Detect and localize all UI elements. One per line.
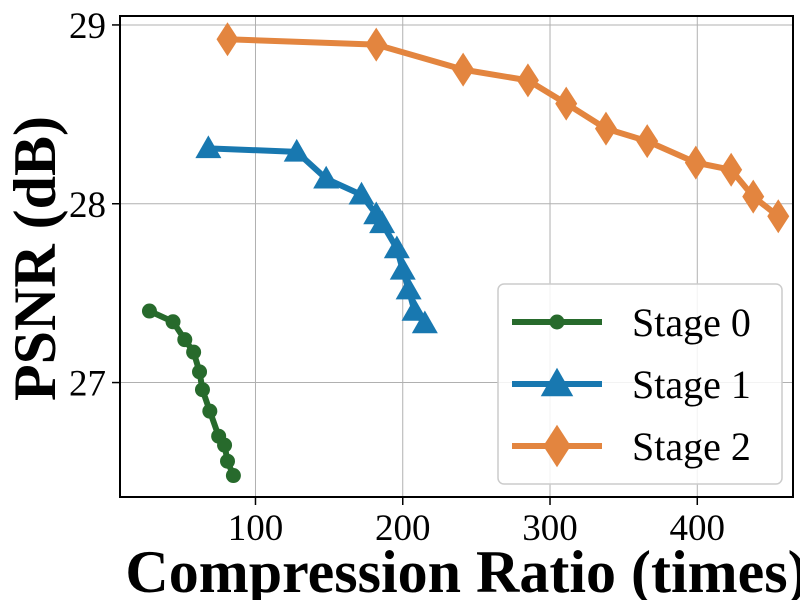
diamond-point bbox=[594, 111, 617, 146]
legend: Stage 0 Stage 1 Stage 2 bbox=[497, 283, 783, 485]
triangle-point bbox=[313, 165, 340, 189]
triangle-point bbox=[389, 256, 416, 280]
circle-point bbox=[165, 314, 181, 330]
series-stage-1 bbox=[195, 135, 438, 334]
triangle-point bbox=[411, 310, 438, 334]
diamond-point bbox=[684, 145, 707, 180]
series-stage-2 bbox=[216, 22, 790, 234]
y-tick-label: 28 bbox=[69, 185, 106, 226]
x-axis-label: Compression Ratio (times) bbox=[125, 539, 800, 600]
triangle-point bbox=[369, 210, 396, 234]
triangle-point bbox=[283, 138, 310, 162]
legend-label: Stage 0 bbox=[632, 300, 751, 345]
diamond-point bbox=[216, 22, 239, 57]
diamond-point bbox=[767, 199, 790, 234]
circle-point bbox=[220, 453, 236, 469]
legend-label: Stage 2 bbox=[632, 424, 751, 469]
diamond-point bbox=[516, 63, 539, 98]
diamond-point bbox=[452, 52, 475, 87]
diamond-point bbox=[555, 86, 578, 121]
triangle-point bbox=[383, 235, 410, 259]
triangle-point bbox=[401, 298, 428, 321]
legend-entry: Stage 0 bbox=[512, 300, 751, 345]
legend-diamond-icon bbox=[543, 424, 571, 468]
diamond-point bbox=[365, 27, 388, 62]
circle-point bbox=[217, 437, 233, 453]
series-stage-0 bbox=[141, 303, 241, 484]
diamond-point bbox=[742, 179, 765, 214]
legend-triangle-icon bbox=[540, 367, 574, 397]
circle-point bbox=[194, 382, 210, 398]
diamond-point bbox=[720, 152, 743, 187]
circle-point bbox=[192, 364, 208, 380]
legend-label: Stage 1 bbox=[632, 362, 751, 407]
series-line bbox=[208, 145, 428, 326]
circle-point bbox=[177, 332, 193, 348]
y-axis-label: PSNR (dB) bbox=[2, 116, 68, 401]
circle-point bbox=[141, 303, 157, 319]
y-tick-label: 27 bbox=[69, 364, 106, 405]
plot-frame bbox=[119, 15, 794, 498]
legend-box bbox=[497, 283, 783, 485]
ticks: 100 200 300 400 27 28 29 bbox=[69, 6, 725, 549]
triangle-point bbox=[348, 181, 375, 205]
triangle-point bbox=[395, 276, 422, 300]
diamond-point bbox=[636, 124, 659, 159]
x-tick-label: 300 bbox=[522, 508, 578, 549]
legend-entry: Stage 1 bbox=[512, 362, 751, 407]
circle-point bbox=[225, 468, 241, 484]
y-tick-label: 29 bbox=[69, 6, 106, 47]
x-tick-label: 400 bbox=[670, 508, 726, 549]
series-layer bbox=[141, 22, 790, 484]
triangle-point bbox=[195, 135, 222, 159]
series-line bbox=[227, 36, 781, 219]
x-tick-label: 100 bbox=[228, 508, 284, 549]
circle-point bbox=[202, 403, 218, 419]
legend-entry: Stage 2 bbox=[512, 424, 751, 469]
x-tick-label: 200 bbox=[375, 508, 431, 549]
circle-point bbox=[186, 344, 202, 360]
legend-circle-icon bbox=[549, 314, 565, 330]
